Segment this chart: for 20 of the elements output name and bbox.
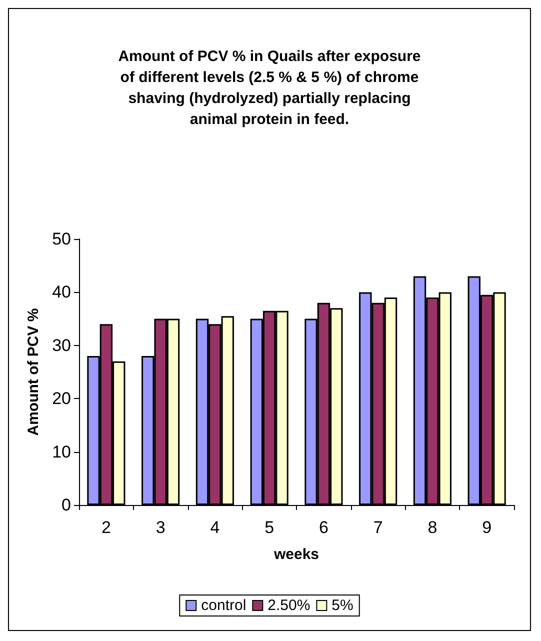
legend-label: control bbox=[201, 597, 246, 614]
y-axis-title: Amount of PCV % bbox=[25, 308, 42, 436]
x-tick-label: 4 bbox=[210, 518, 220, 537]
x-tick-label: 8 bbox=[428, 518, 438, 537]
x-tick-label: 9 bbox=[482, 518, 492, 537]
x-axis-title: weeks bbox=[272, 546, 320, 563]
y-tick-label: 30 bbox=[52, 336, 71, 355]
y-tick-label: 50 bbox=[52, 230, 71, 248]
x-tick-label: 3 bbox=[156, 518, 166, 537]
y-tick-label: 10 bbox=[52, 442, 71, 462]
legend-label: 5% bbox=[332, 597, 354, 614]
legend-label: 2.50% bbox=[268, 597, 310, 614]
x-tick-label: 5 bbox=[264, 518, 274, 537]
y-tick-label: 20 bbox=[52, 389, 71, 408]
chart-title: Amount of PCV % in Quails after exposure of different levels (2.5 % & 5 %) of chrome shaving (hydrolyzed) partially replacing animal protein in feed. bbox=[118, 48, 421, 128]
y-tick-label: 40 bbox=[52, 282, 71, 302]
x-tick-label: 2 bbox=[101, 518, 111, 537]
y-tick-label: 0 bbox=[62, 496, 71, 514]
x-tick-label: 7 bbox=[373, 518, 383, 537]
x-tick-label: 6 bbox=[318, 518, 328, 537]
